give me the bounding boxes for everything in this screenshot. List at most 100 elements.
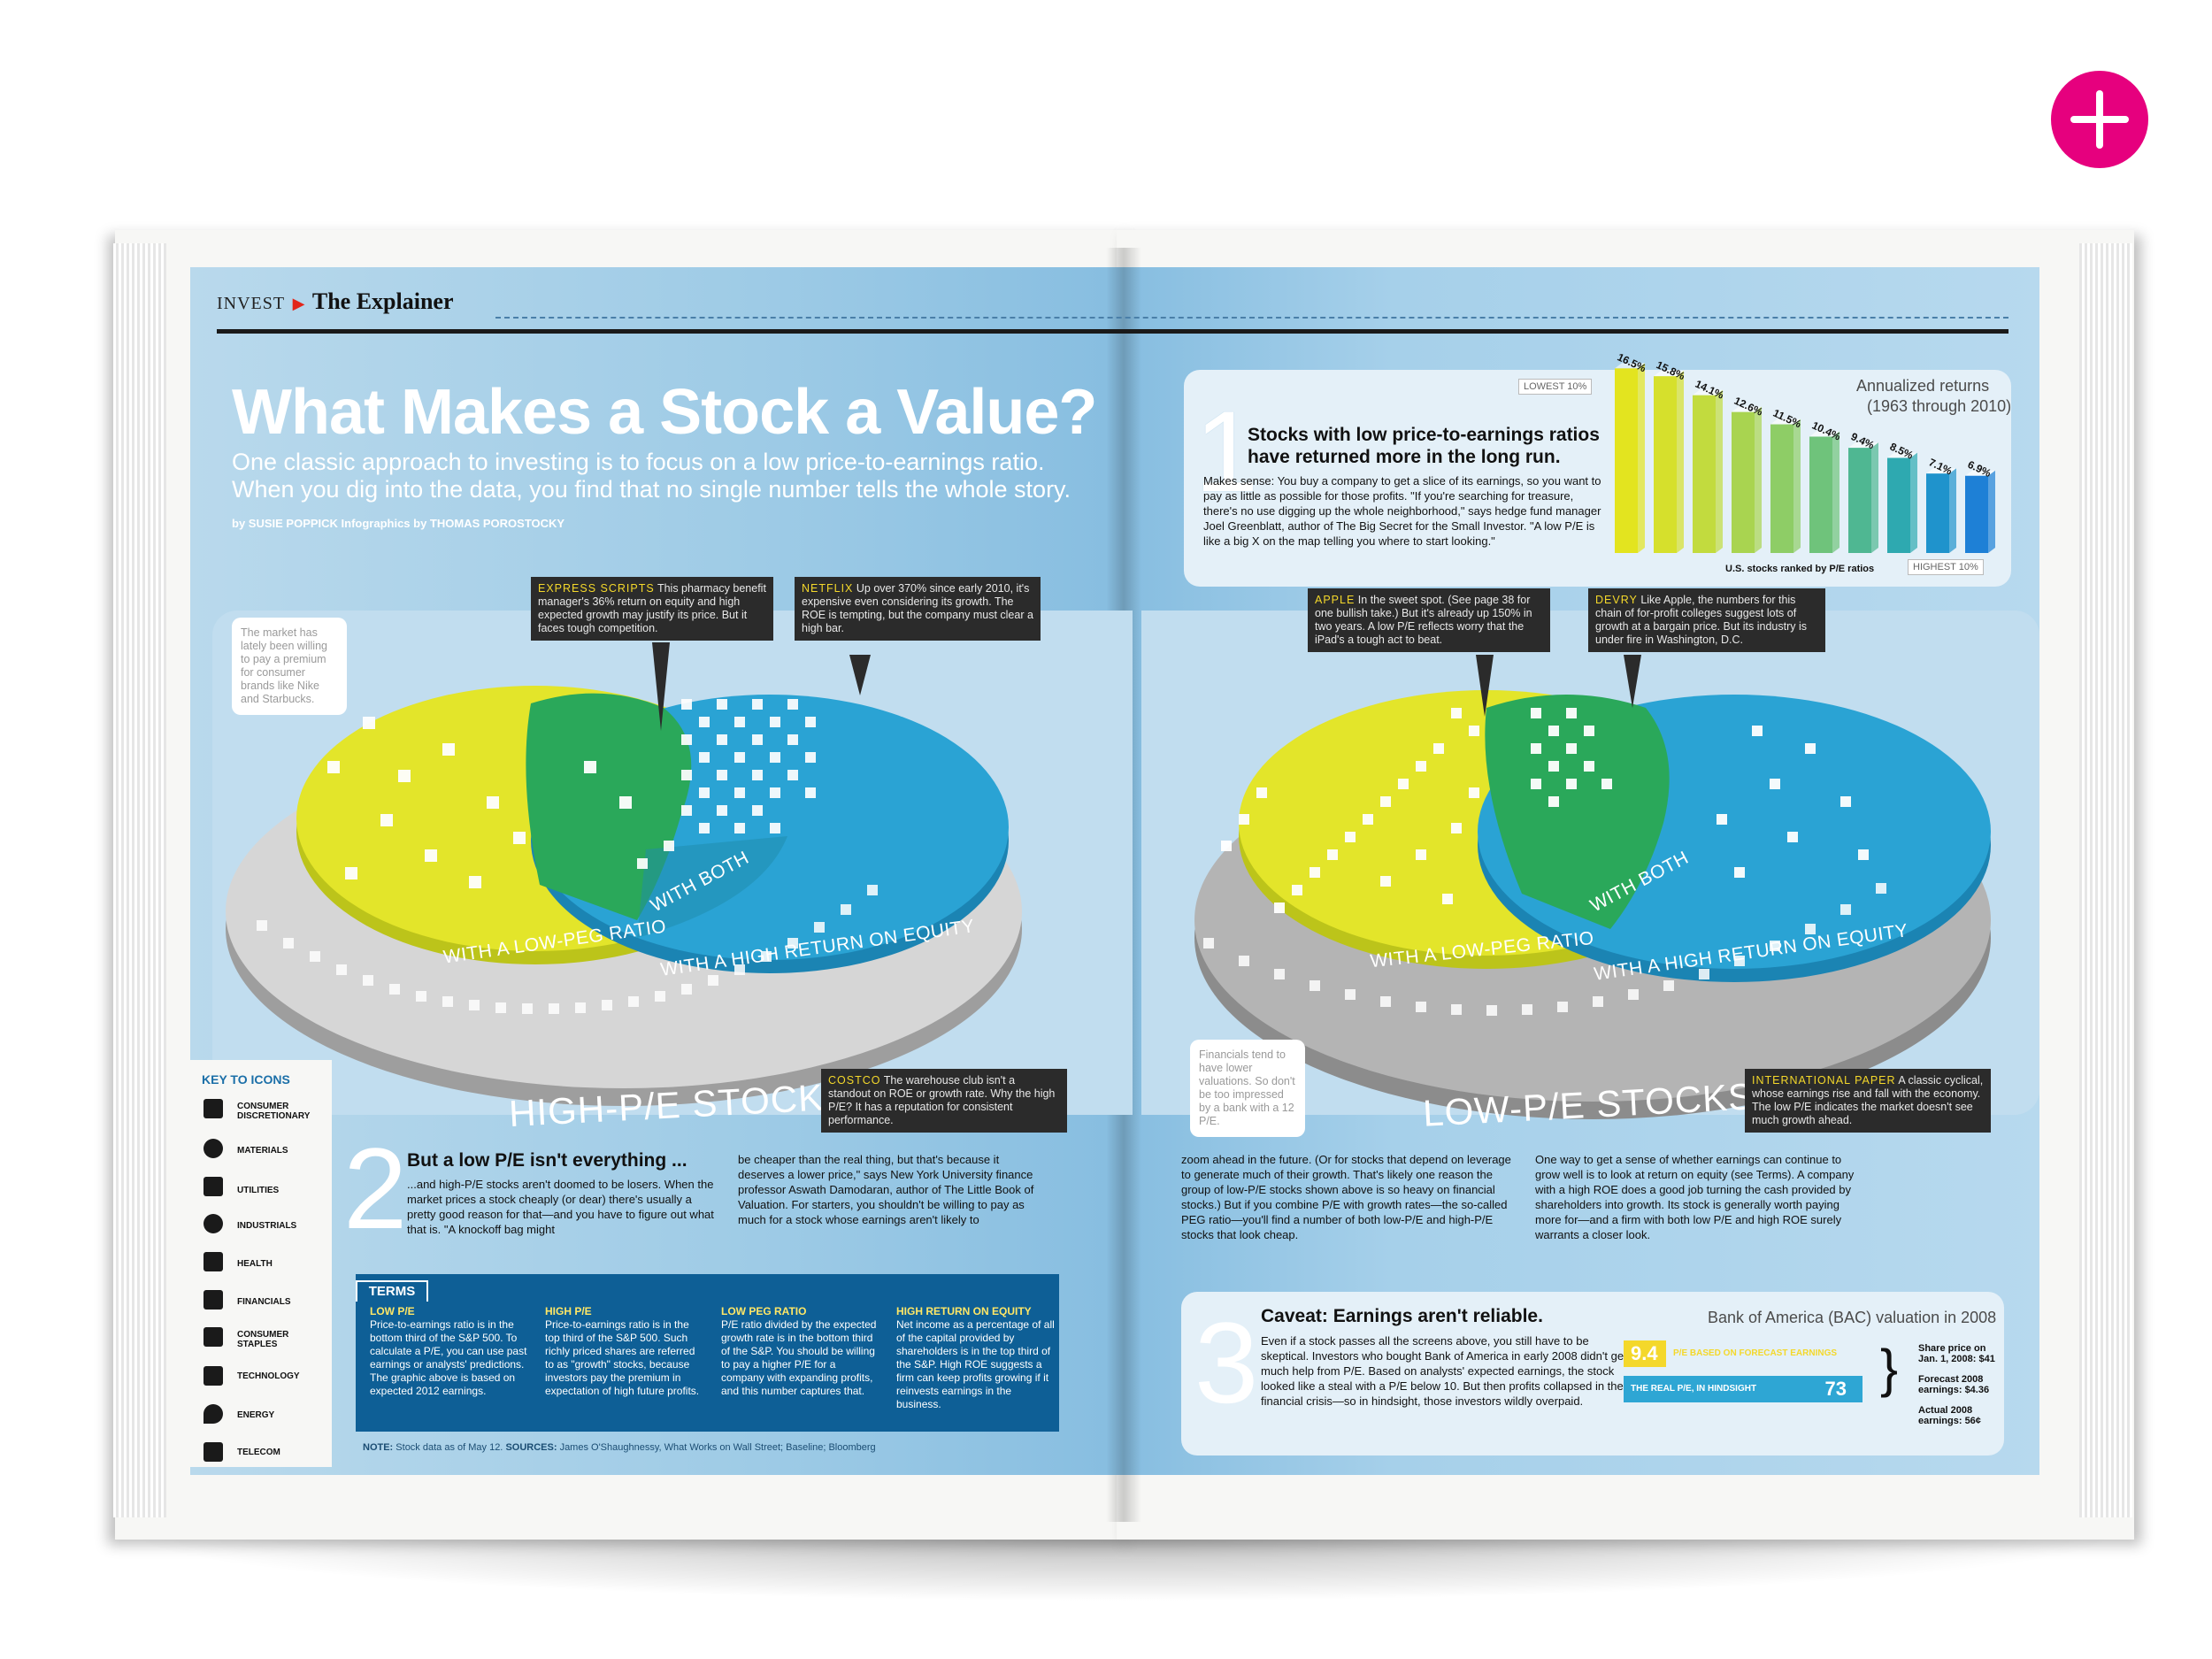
term-high-pe: HIGH P/E Price-to-earnings ratio is in th… — [545, 1305, 700, 1397]
section-3-heading: Caveat: Earnings aren't reliable. — [1261, 1306, 1543, 1326]
bubble-consumer-brands: The market has lately been willing to pa… — [232, 618, 347, 715]
callout-costco: COSTCO The warehouse club isn't a stando… — [821, 1069, 1067, 1133]
returns-bar-top — [1770, 419, 1801, 425]
returns-bar-top — [1809, 431, 1839, 437]
right-page-edges — [2079, 243, 2132, 1517]
returns-chart-subtitle: (1963 through 2010) — [1867, 397, 2012, 415]
bofa-bar-value: 73 — [1824, 1378, 1847, 1400]
returns-bar-top — [1965, 470, 1995, 476]
gear-icon — [204, 1214, 223, 1233]
callout-netflix: NETFLIX Up over 370% since early 2010, i… — [795, 577, 1041, 641]
callout-devry: DEVRY Like Apple, the numbers for this c… — [1588, 588, 1825, 652]
page-headline: What Makes a Stock a Value? — [232, 377, 1097, 448]
returns-bar — [1848, 448, 1871, 553]
highest-10-label: HIGHEST 10% — [1908, 559, 1984, 575]
lightning-icon — [204, 1177, 223, 1196]
returns-bar — [1926, 473, 1949, 553]
bofa-chart-title: Bank of America (BAC) valuation in 2008 — [1708, 1309, 1997, 1326]
speech-icon — [204, 1442, 223, 1462]
bofa-bar-label: P/E BASED ON FORECAST EARNINGS — [1673, 1348, 1838, 1358]
section-3-body: Even if a stock passes all the screens a… — [1261, 1334, 1627, 1408]
zoom-plus-button[interactable] — [2051, 71, 2148, 168]
returns-bar-top — [1926, 468, 1956, 474]
returns-bar-side — [1755, 406, 1762, 553]
returns-bar-top — [1887, 452, 1917, 458]
high-pe-pie-chart — [226, 686, 1022, 1106]
key-item-industrials: INDUSTRIALS — [237, 1221, 297, 1231]
arrow-icon: ▶ — [292, 295, 305, 312]
key-item-consumer-staples: CONSUMER STAPLES — [237, 1330, 289, 1349]
key-item-technology: TECHNOLOGY — [237, 1371, 300, 1381]
header-rule — [217, 329, 2008, 334]
term-low-pe: LOW P/E Price-to-earnings ratio is in the… — [370, 1305, 527, 1397]
returns-bar — [1887, 457, 1910, 553]
returns-bar — [1732, 411, 1755, 553]
section-2-col-3: zoom ahead in the future. (Or for stocks… — [1181, 1153, 1511, 1241]
dek-line-1: One classic approach to investing is to … — [232, 449, 1045, 475]
section-2-heading: But a low P/E isn't everything ... — [407, 1150, 687, 1171]
terms-title: TERMS — [356, 1280, 428, 1302]
box-icon — [204, 1327, 223, 1347]
dollar-icon — [204, 1290, 223, 1310]
bofa-bar-label: THE REAL P/E, IN HINDSIGHT — [1631, 1384, 1757, 1394]
section-1-heading-line-1: Stocks with low price-to-earnings ratios — [1248, 425, 1600, 445]
low-pe-pie-chart — [1194, 690, 1991, 1119]
bofa-note-actual-earnings: Actual 2008 earnings: 56¢ — [1918, 1405, 1981, 1426]
source-note: NOTE: Stock data as of May 12. SOURCES: … — [363, 1442, 876, 1453]
returns-bar-side — [1949, 468, 1956, 553]
bofa-bar — [1624, 1376, 1863, 1402]
callout-express-scripts: EXPRESS SCRIPTS This pharmacy benefit ma… — [531, 577, 773, 641]
lowest-10-label: LOWEST 10% — [1518, 379, 1593, 395]
header-dashed-rule — [495, 317, 2008, 319]
callout-international-paper: INTERNATIONAL PAPER A classic cyclical, … — [1745, 1069, 1991, 1133]
bubble-financials: Financials tend to have lower valuations… — [1190, 1040, 1305, 1137]
returns-bar-side — [1716, 389, 1723, 553]
returns-bar — [1693, 395, 1716, 553]
returns-bar-side — [1832, 431, 1839, 553]
returns-bar-top — [1654, 371, 1684, 377]
bofa-bar — [1624, 1340, 1666, 1367]
section-1-body: Makes sense: You buy a company to get a … — [1203, 474, 1601, 548]
key-title: KEY TO ICONS — [202, 1072, 290, 1087]
section-2-col-4: One way to get a sense of whether earnin… — [1535, 1153, 1855, 1241]
section-3-number: 3 — [1194, 1298, 1259, 1427]
bofa-bar-chart: 9.4 P/E BASED ON FORECAST EARNINGS 73 THE R… — [1624, 1340, 1871, 1411]
returns-bar-top — [1693, 389, 1723, 396]
cross-icon — [204, 1252, 223, 1271]
bofa-bar-value: 9.4 — [1631, 1342, 1658, 1364]
key-item-consumer-discretionary: CONSUMER DISCRETIONARY — [237, 1102, 311, 1121]
section-3-panel — [1181, 1292, 2004, 1455]
bofa-bar-row: 9.4 P/E BASED ON FORECAST EARNINGS — [1624, 1340, 1863, 1367]
returns-bar-top — [1615, 363, 1645, 369]
returns-bar-side — [1871, 442, 1878, 553]
callout-apple: APPLE In the sweet spot. (See page 38 fo… — [1308, 588, 1550, 652]
key-item-financials: FINANCIALS — [237, 1297, 291, 1307]
target-icon — [204, 1139, 223, 1158]
key-item-utilities: UTILITIES — [237, 1186, 280, 1195]
terms-box — [356, 1274, 1059, 1432]
returns-bar-top — [1848, 442, 1878, 449]
brace-icon: } — [1880, 1339, 1899, 1398]
returns-bar — [1654, 376, 1677, 553]
key-item-energy: ENERGY — [237, 1410, 275, 1420]
bofa-note-share-price: Share price on Jan. 1, 2008: $41 — [1918, 1343, 1995, 1364]
returns-bar — [1615, 368, 1638, 553]
key-item-health: HEALTH — [237, 1259, 273, 1269]
section-title: The Explainer — [311, 288, 454, 314]
key-item-materials: MATERIALS — [237, 1146, 288, 1156]
returns-bar-side — [1910, 452, 1917, 553]
section-1-number: 1 — [1194, 387, 1259, 516]
bofa-bar-row: 73 THE REAL P/E, IN HINDSIGHT — [1624, 1376, 1863, 1402]
returns-bar-side — [1988, 470, 1995, 553]
section-1-heading-line-2: have returned more in the long run. — [1248, 447, 1561, 467]
returns-bar — [1809, 436, 1832, 553]
section-2-col-2: be cheaper than the real thing, but that… — [738, 1153, 1034, 1226]
dek-line-2: When you dig into the data, you find tha… — [232, 476, 1071, 503]
byline: by SUSIE POPPICK Infographics by THOMAS … — [232, 517, 565, 530]
section-2-number: 2 — [343, 1124, 408, 1253]
key-item-telecom: TELECOM — [237, 1448, 280, 1457]
section-label: INVEST — [217, 294, 286, 313]
returns-bar — [1770, 424, 1793, 553]
returns-bar-top — [1732, 406, 1762, 412]
drop-icon — [204, 1404, 223, 1424]
